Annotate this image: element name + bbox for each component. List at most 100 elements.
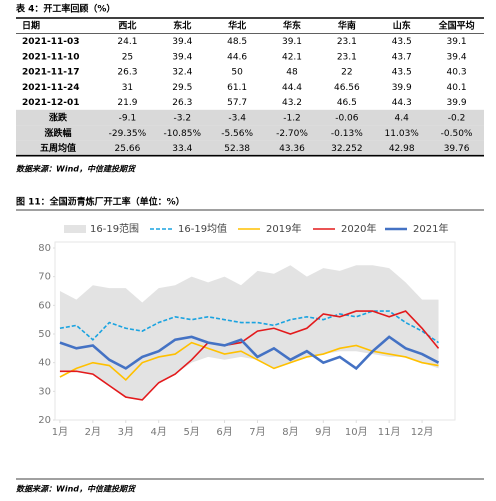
table-cell: 2021-11-03	[22, 37, 80, 47]
y-tick-label: 70	[38, 272, 51, 283]
table-cell: 43.5	[392, 68, 412, 78]
table-cell: 43.36	[279, 144, 305, 154]
table-cell: -0.13%	[331, 129, 363, 139]
legend-label: 2021年	[413, 222, 448, 235]
series-line	[59, 335, 440, 371]
table-cell: 涨跌幅	[44, 127, 71, 139]
y-tick-label: 80	[38, 243, 51, 254]
y-tick-label: 40	[38, 358, 51, 369]
table-cell: 26.3	[172, 98, 192, 108]
table-cell: 40.1	[447, 83, 467, 93]
table-cell: 50	[231, 68, 243, 78]
table-cell: 32.252	[331, 144, 363, 154]
table-cell: -1.2	[283, 113, 301, 123]
x-tick-label: 4月	[151, 426, 167, 438]
x-tick-label: 6月	[216, 426, 232, 438]
legend-label: 16-19均值	[178, 222, 227, 235]
table-cell: 52.38	[224, 144, 250, 154]
table-cell: 39.9	[447, 98, 467, 108]
x-tick-label: 1月	[52, 426, 68, 438]
table-cell: 39.4	[172, 52, 192, 62]
table-cell: 39.9	[392, 83, 412, 93]
table-cell: 39.76	[444, 144, 470, 154]
table-cell: 11.03%	[385, 129, 420, 139]
table-cell: 48.5	[227, 37, 247, 47]
y-tick-label: 50	[38, 329, 51, 340]
row-shade	[16, 109, 484, 126]
legend-label: 2019年	[266, 222, 301, 235]
x-tick-label: 8月	[282, 426, 298, 438]
table-cell: 43.7	[392, 52, 412, 62]
y-tick-label: 30	[38, 386, 51, 397]
table-cell: 44.6	[227, 52, 247, 62]
range-band	[59, 265, 439, 400]
table-cell: 21.9	[117, 98, 137, 108]
table-cell: 24.1	[117, 37, 137, 47]
x-tick-label: 3月	[118, 426, 134, 438]
table-cell: -0.2	[448, 113, 466, 123]
legend-label: 16-19范围	[90, 222, 139, 235]
chart-title: 图 11：全国沥青炼厂开工率（单位：%）	[16, 196, 185, 208]
table-header: 华东	[283, 20, 301, 32]
table-cell: 39.4	[172, 37, 192, 47]
table-cell: 46.5	[337, 98, 357, 108]
x-tick-label: 11月	[378, 426, 401, 438]
table-cell: 44.3	[392, 98, 412, 108]
table-cell: 五周均值	[40, 142, 76, 154]
table-cell: -3.4	[228, 113, 246, 123]
table-header: 西北	[118, 20, 136, 32]
table-cell: 25	[122, 52, 133, 62]
table-header: 日期	[22, 20, 40, 32]
table-cell: -3.2	[174, 113, 192, 123]
x-tick-label: 10月	[345, 426, 368, 438]
table-cell: -2.70%	[276, 129, 308, 139]
x-tick-label: 9月	[315, 426, 331, 438]
table-cell: 39.1	[447, 37, 467, 47]
table-cell: 43.5	[392, 37, 412, 47]
table-cell: 2021-11-17	[22, 68, 80, 78]
table-cell: 42.98	[389, 144, 415, 154]
table-cell: 2021-11-24	[22, 83, 80, 93]
table-cell: 39.1	[282, 37, 302, 47]
x-tick-label: 5月	[183, 426, 199, 438]
table-header: 东北	[173, 20, 191, 32]
table-cell: 29.5	[172, 83, 192, 93]
table-cell: 2021-11-10	[22, 52, 80, 62]
table-title: 表 4：开工率回顾（%）	[15, 3, 115, 15]
table-header: 华北	[228, 20, 246, 32]
x-tick-label: 2月	[85, 426, 101, 438]
y-tick-label: 20	[38, 415, 51, 426]
chart-source: 数据来源：Wind，中信建投期货	[16, 485, 137, 494]
table-cell: 22	[341, 68, 352, 78]
table-cell: 25.66	[115, 144, 141, 154]
table-cell: 2021-12-01	[22, 98, 80, 108]
table-header: 全国平均	[438, 20, 475, 32]
table-cell: 39.4	[447, 52, 467, 62]
table-cell: 42.1	[282, 52, 302, 62]
series-line	[59, 310, 440, 401]
table-cell: 57.7	[227, 98, 247, 108]
table-cell: 44.4	[282, 83, 302, 93]
table-cell: -10.85%	[163, 129, 201, 139]
x-tick-label: 7月	[249, 426, 265, 438]
table-cell: 40.3	[447, 68, 467, 78]
table-header: 山东	[393, 20, 411, 32]
table-cell: 23.1	[337, 52, 357, 62]
table-cell: 61.1	[227, 83, 247, 93]
row-shade	[16, 125, 484, 141]
table-cell: 26.3	[117, 68, 137, 78]
table-header: 华南	[338, 20, 356, 32]
table-cell: 43.2	[282, 98, 302, 108]
table-cell: -29.35%	[109, 129, 147, 139]
row-shade	[16, 140, 484, 156]
table-cell: 31	[122, 83, 133, 93]
table-cell: 32.4	[172, 68, 192, 78]
table-cell: -5.56%	[221, 129, 253, 139]
table-cell: 4.4	[395, 113, 410, 123]
table-cell: -0.50%	[441, 129, 473, 139]
x-tick-label: 12月	[411, 426, 434, 438]
table-cell: 涨跌	[49, 111, 68, 123]
table-cell: -9.1	[119, 113, 137, 123]
table-cell: 48	[286, 68, 298, 78]
